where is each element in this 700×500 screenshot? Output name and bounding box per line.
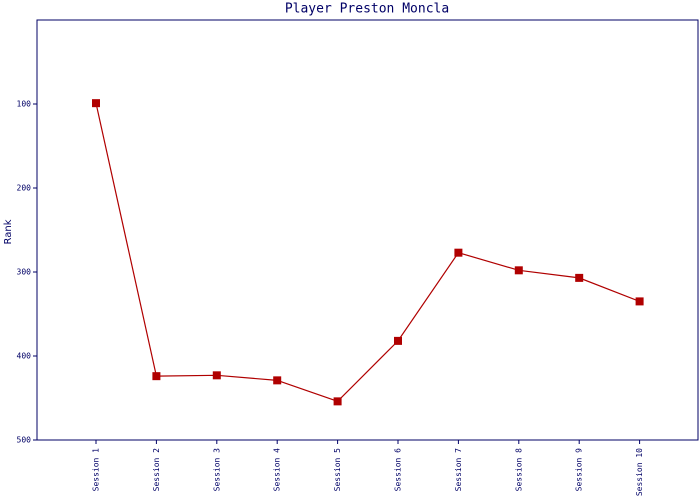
point-marker <box>514 266 523 275</box>
x-tick-label: Session 1 <box>92 448 101 492</box>
point-marker <box>333 397 342 406</box>
x-tick-label: Session 4 <box>273 448 282 492</box>
x-tick-label: Session 3 <box>212 448 221 492</box>
x-tick-label: Session 10 <box>635 448 644 496</box>
chart-title: Player Preston Moncla <box>285 2 449 17</box>
point-marker <box>454 248 463 257</box>
x-tick-label: Session 8 <box>514 448 523 492</box>
plot-frame <box>36 19 699 441</box>
point-marker <box>635 297 644 306</box>
x-tick-label: Session 7 <box>454 448 463 492</box>
point-marker <box>394 336 402 345</box>
y-tick-label: 400 <box>17 352 32 361</box>
point-marker <box>212 371 221 380</box>
y-tick-label: 100 <box>17 100 32 109</box>
point-marker <box>152 372 161 381</box>
y-tick-label: 500 <box>17 436 32 445</box>
x-tick-label: Session 5 <box>333 448 342 492</box>
y-tick-label: 200 <box>17 184 32 193</box>
y-axis-label: Rank <box>3 219 14 244</box>
x-tick-label: Session 9 <box>575 448 584 492</box>
point-marker <box>575 273 584 282</box>
x-tick-label: Session 2 <box>152 448 161 492</box>
y-tick-label: 300 <box>17 268 32 277</box>
series-line <box>95 103 640 403</box>
point-marker <box>273 376 282 385</box>
x-tick-label: Session 6 <box>394 448 403 492</box>
point-marker <box>92 99 100 108</box>
